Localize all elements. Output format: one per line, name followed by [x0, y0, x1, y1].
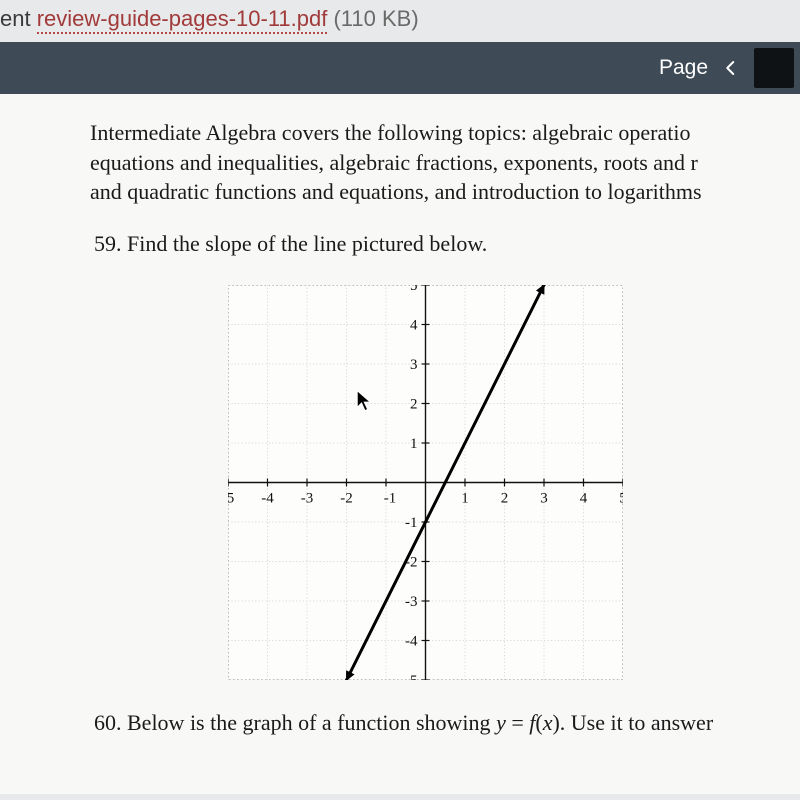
page-label: Page: [659, 56, 708, 80]
intro-paragraph: Intermediate Algebra covers the followin…: [90, 118, 800, 207]
svg-text:2: 2: [410, 396, 418, 412]
file-size: (110 KB): [333, 6, 418, 31]
svg-text:5: 5: [410, 285, 418, 294]
slope-chart: -5-4-3-2-112345-5-4-3-2-112345: [228, 285, 623, 680]
filename-prefix: ent: [0, 6, 37, 31]
svg-text:1: 1: [461, 490, 469, 506]
svg-text:3: 3: [410, 357, 418, 373]
svg-text:3: 3: [540, 490, 548, 506]
svg-text:2: 2: [501, 490, 509, 506]
svg-text:-5: -5: [405, 673, 418, 680]
svg-text:-3: -3: [405, 594, 418, 610]
q60-text: 60. Below is the graph of a function sho…: [94, 710, 496, 735]
intro-line: and quadratic functions and equations, a…: [90, 177, 800, 207]
q60-y: y: [496, 710, 506, 735]
chevron-left-icon: [722, 59, 740, 77]
prev-page-button[interactable]: [720, 57, 742, 79]
intro-line: equations and inequalities, algebraic fr…: [90, 148, 800, 178]
svg-text:-4: -4: [261, 490, 274, 506]
svg-text:-1: -1: [384, 490, 397, 506]
svg-text:-5: -5: [228, 490, 234, 506]
svg-text:-2: -2: [340, 490, 353, 506]
svg-text:1: 1: [410, 436, 418, 452]
document-page: Intermediate Algebra covers the followin…: [0, 94, 800, 794]
svg-text:5: 5: [619, 490, 623, 506]
svg-text:4: 4: [410, 317, 418, 333]
page-number-input[interactable]: [754, 48, 794, 88]
svg-text:4: 4: [580, 490, 588, 506]
question-60: 60. Below is the graph of a function sho…: [90, 708, 800, 738]
svg-text:-4: -4: [405, 633, 418, 649]
q60-eq: =: [506, 710, 529, 735]
intro-line: Intermediate Algebra covers the followin…: [90, 118, 800, 148]
svg-text:-3: -3: [301, 490, 314, 506]
file-header: ent review-guide-pages-10-11.pdf (110 KB…: [0, 0, 800, 42]
q60-rest: ). Use it to answer: [552, 710, 713, 735]
filename[interactable]: review-guide-pages-10-11.pdf: [37, 6, 328, 34]
coordinate-plane: -5-4-3-2-112345-5-4-3-2-112345: [228, 285, 623, 680]
pdf-toolbar: Page: [0, 42, 800, 94]
question-59: 59. Find the slope of the line pictured …: [90, 229, 800, 259]
q60-paren: (: [535, 710, 542, 735]
svg-text:-1: -1: [405, 515, 418, 531]
q60-x: x: [543, 710, 553, 735]
